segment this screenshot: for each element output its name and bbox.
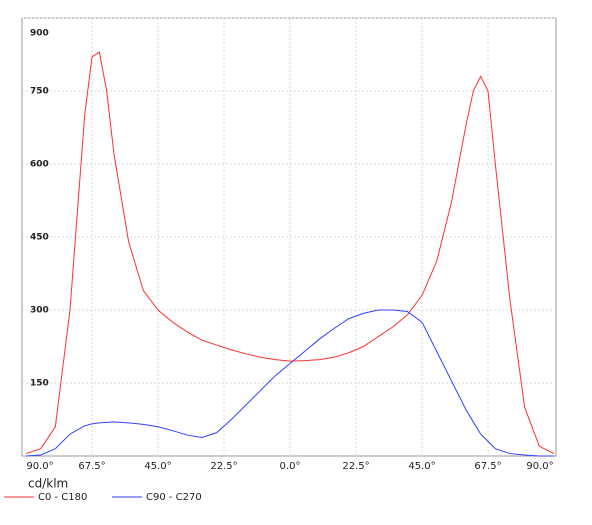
y-tick-label: 600	[30, 160, 49, 170]
x-tick-label: 67.5°	[474, 461, 501, 472]
x-tick-label: 90.0°	[526, 461, 553, 472]
y-axis-label: cd/klm	[28, 477, 68, 491]
x-tick-label: 22.5°	[210, 461, 237, 472]
series-line	[25, 309, 554, 457]
x-tick-label: 0.0°	[280, 461, 301, 472]
y-tick-label: 900	[30, 29, 49, 39]
y-tick-label: 150	[30, 379, 49, 389]
x-tick-label: 90.0°	[26, 461, 53, 472]
x-tick-label: 67.5°	[78, 461, 105, 472]
series-line	[25, 51, 555, 455]
x-tick-label: 22.5°	[342, 461, 369, 472]
y-tick-label: 300	[30, 306, 49, 316]
y-tick-label: 750	[30, 87, 49, 97]
x-tick-label: 45.0°	[144, 461, 171, 472]
legend-label: C0 - C180	[38, 492, 87, 503]
x-tick-label: 45.0°	[408, 461, 435, 472]
y-tick-label: 450	[30, 233, 49, 243]
legend-label: C90 - C270	[146, 492, 202, 503]
